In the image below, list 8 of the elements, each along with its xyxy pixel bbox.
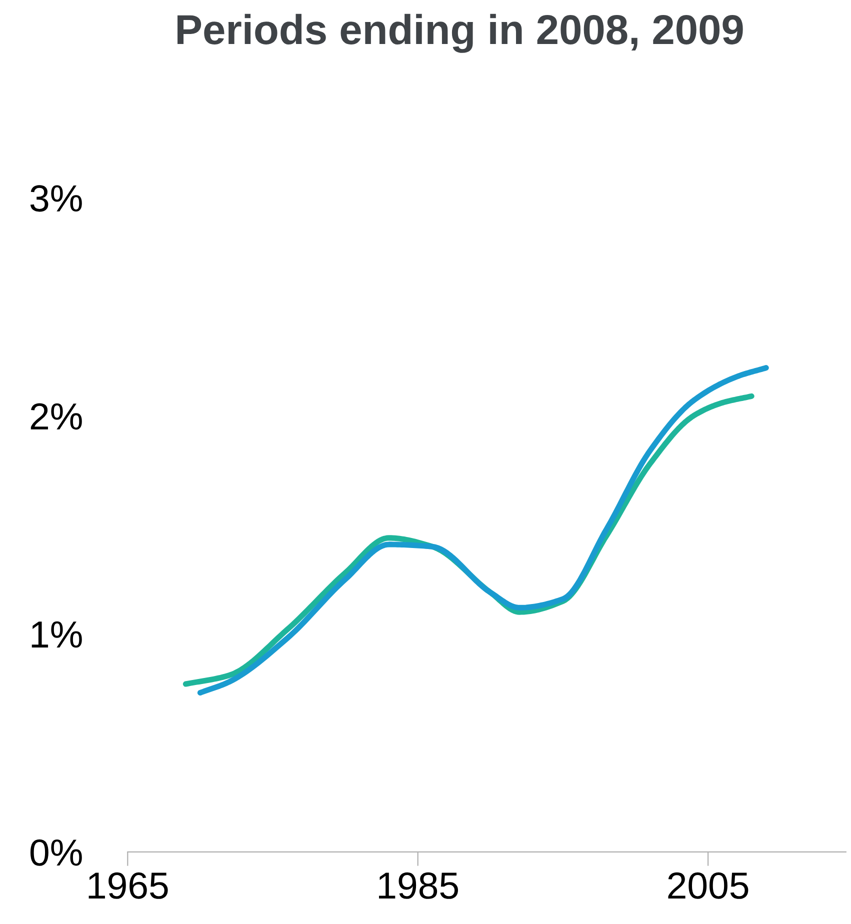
x-tick-label: 1985 — [379, 872, 458, 899]
x-tick-label: 1965 — [88, 872, 168, 899]
y-tick-label: 2% — [30, 403, 82, 430]
x-tick-label: 2005 — [668, 872, 748, 899]
y-tick-label: 1% — [32, 621, 82, 648]
y-tick-label: 0% — [30, 839, 82, 866]
y-tick-label: 3% — [30, 185, 82, 212]
chart-title: Periods ending in 2008, 2009 — [178, 14, 743, 53]
